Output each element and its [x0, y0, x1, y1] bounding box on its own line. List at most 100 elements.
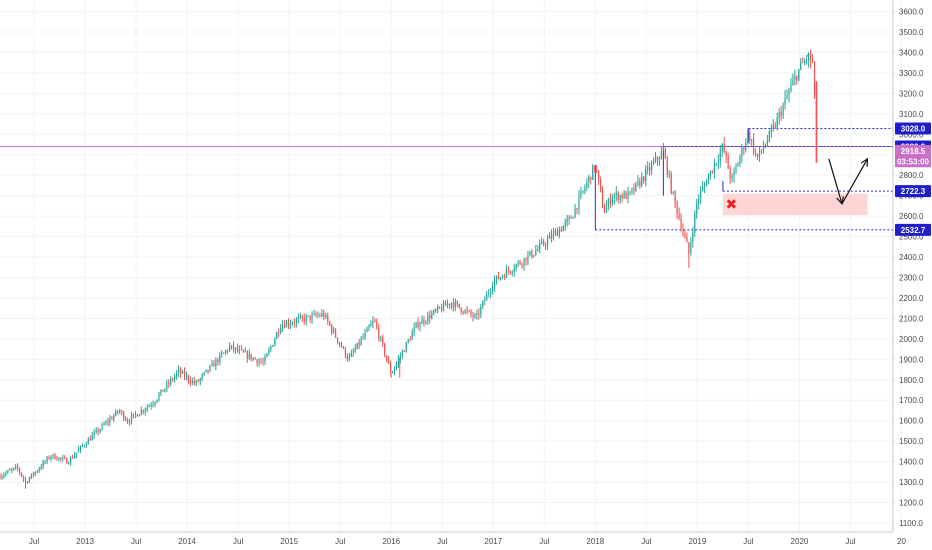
candle-body: [429, 315, 431, 319]
candle-body: [3, 474, 5, 477]
candle-body: [703, 184, 706, 187]
candle-body: [497, 275, 500, 279]
candle-body: [193, 380, 195, 384]
y-tick-label: 3200.0: [899, 89, 924, 98]
candle-body: [472, 314, 474, 318]
candle-body: [72, 457, 74, 459]
candle-body: [77, 449, 80, 453]
candle-body: [682, 228, 684, 233]
candle-body: [633, 188, 635, 191]
candle-body: [148, 405, 150, 408]
candle-body: [229, 346, 231, 351]
candle-body: [219, 354, 221, 363]
price-label: 2918.5: [895, 144, 931, 157]
candle-body: [126, 420, 129, 423]
candle-body: [678, 213, 680, 219]
candle-body: [480, 306, 482, 315]
candle-body: [113, 415, 115, 420]
candle-body: [809, 53, 812, 62]
candle-body: [285, 322, 288, 328]
candle-body: [507, 269, 509, 272]
candle-body: [596, 169, 598, 171]
x-tick-label: 2014: [178, 537, 196, 546]
candle-body: [56, 459, 58, 460]
candle-body: [329, 321, 331, 326]
candle-body: [486, 294, 488, 301]
candle-body: [321, 313, 323, 317]
candle-body: [594, 165, 596, 170]
candle-body: [195, 380, 197, 384]
candle-body: [719, 151, 721, 161]
candle-body: [140, 410, 142, 415]
candle-body: [792, 79, 794, 85]
candle-body: [601, 190, 604, 208]
candle-body: [727, 156, 729, 169]
candle-body: [782, 104, 784, 116]
candle-body: [340, 344, 343, 348]
x-tick-label: 2015: [280, 537, 298, 546]
candle-body: [158, 394, 160, 400]
candle-body: [764, 144, 767, 148]
candle-body: [411, 332, 413, 340]
candle-body: [735, 166, 737, 171]
time-axis[interactable]: Jul 2013 Jul 2014 Jul 2015 Jul 2016 Jul 2017 Jul 20…: [0, 531, 907, 546]
price-label-text: 2532.7: [901, 226, 926, 235]
candle-body: [246, 351, 248, 359]
candle-body: [223, 352, 225, 354]
candle-body: [119, 411, 121, 413]
candle-body: [215, 359, 217, 367]
candle-body: [254, 357, 256, 360]
candle-body: [54, 454, 56, 460]
candle-body: [191, 380, 193, 383]
candle-body: [592, 165, 594, 180]
candle-body: [668, 173, 670, 175]
candle-body: [533, 254, 535, 257]
candle-body: [560, 229, 562, 232]
candle-body: [152, 404, 154, 406]
candle-body: [556, 230, 558, 236]
candles: [0, 49, 818, 489]
candle-body: [568, 217, 570, 220]
candle-body: [280, 328, 282, 333]
candle-body: [615, 192, 617, 196]
candle-body: [166, 382, 168, 389]
candle-body: [448, 303, 451, 306]
candle-body: [382, 337, 384, 344]
support-zone: [722, 193, 868, 216]
candle-body: [607, 199, 610, 207]
y-tick-label: 1500.0: [899, 437, 924, 446]
candle-body: [425, 321, 427, 323]
candle-body: [488, 293, 490, 295]
candle-body: [60, 457, 62, 459]
candle-body: [68, 463, 70, 465]
candle-body: [24, 479, 27, 482]
y-tick-label: 3000.0: [899, 130, 924, 139]
candle-body: [576, 208, 578, 210]
candle-body-last: [815, 81, 818, 163]
candle-body: [15, 466, 17, 468]
y-tick-label: 2200.0: [899, 294, 924, 303]
candle-body: [409, 339, 411, 341]
candle-body: [684, 232, 686, 237]
candle-body: [197, 380, 199, 382]
candle-body: [232, 345, 235, 350]
candle-body: [629, 191, 631, 193]
candle-body: [762, 147, 765, 151]
candle-body: [753, 139, 755, 153]
candle-body: [749, 132, 751, 141]
candle-body: [142, 410, 144, 412]
y-tick-label: 2300.0: [899, 273, 924, 282]
candle-body: [756, 153, 759, 157]
candle-body: [452, 302, 454, 308]
candle-body: [741, 147, 743, 157]
price-axis[interactable]: 3600.0 3500.0 3400.0 3300.0 3200.0 3100.0 3000…: [892, 0, 924, 532]
candle-body: [525, 258, 527, 262]
candle-body: [698, 198, 700, 204]
candle-body: [346, 356, 348, 360]
candle-body: [717, 160, 719, 164]
candle-body: [611, 198, 613, 205]
candle-body: [250, 353, 252, 360]
candle-body: [372, 320, 374, 324]
y-tick-label: 2600.0: [899, 212, 924, 221]
